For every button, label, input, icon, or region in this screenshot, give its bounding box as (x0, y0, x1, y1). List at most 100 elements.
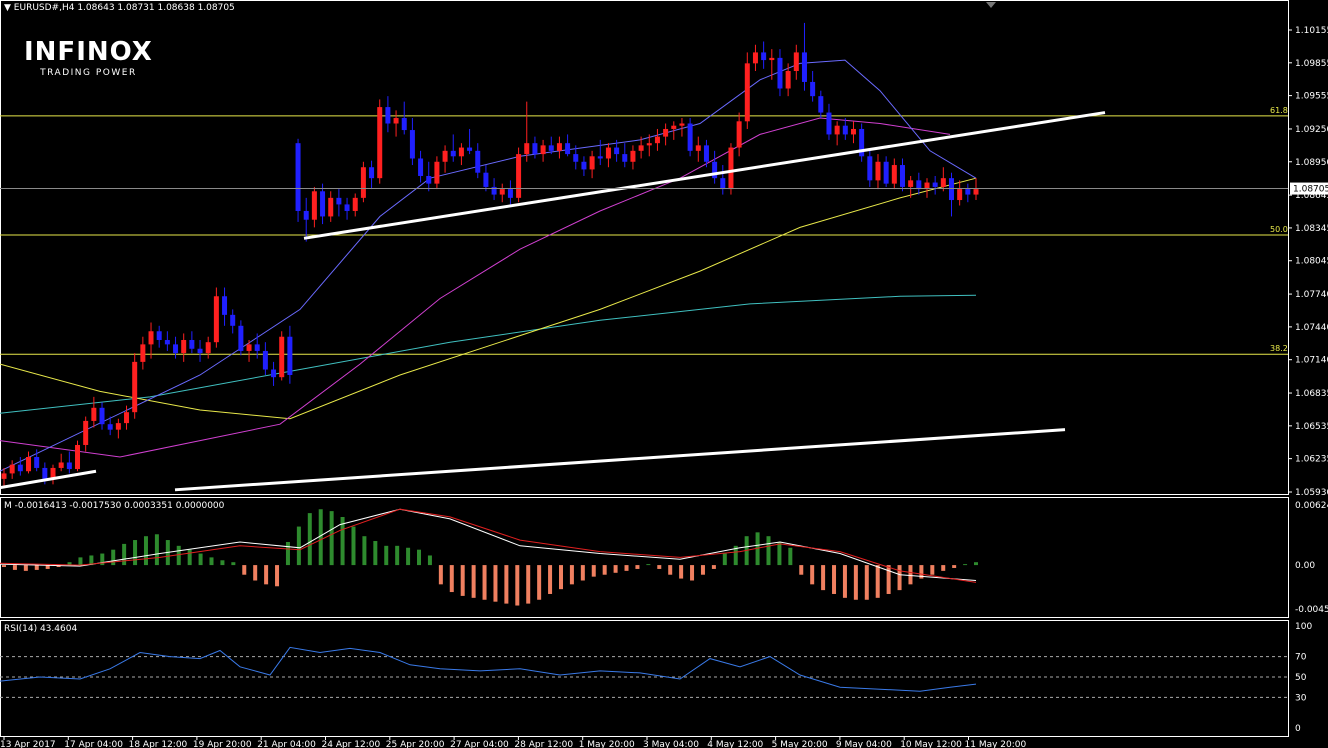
dropdown-triangle-icon[interactable]: ▼ (4, 3, 11, 13)
moving-average-ma-slow (0, 177, 977, 420)
candle-body (842, 125, 848, 135)
candle-body (320, 191, 326, 217)
candle (50, 464, 56, 485)
chart-header: ▼ EURUSD#,H4 1.08643 1.08731 1.08638 1.0… (4, 3, 235, 13)
candle-body (222, 296, 228, 315)
candle-body (614, 147, 620, 155)
candle (801, 22, 807, 91)
rsi-axis-label: 50 (1295, 673, 1307, 683)
candle (834, 121, 840, 146)
candle (107, 416, 113, 436)
candle-body (418, 158, 424, 176)
candle-body (66, 462, 72, 470)
candle-body (197, 348, 203, 354)
candle (948, 172, 954, 217)
candle (409, 118, 415, 166)
candle (205, 336, 211, 359)
candle (197, 340, 203, 362)
candle (573, 145, 579, 170)
candle-body (891, 165, 897, 184)
price-tick-label: 1.06535 (1295, 422, 1328, 432)
candle (556, 136, 562, 159)
candle (66, 451, 72, 474)
candle (810, 71, 816, 102)
candle (712, 150, 718, 184)
shift-marker-icon[interactable] (986, 2, 996, 8)
candle-body (124, 412, 130, 424)
rsi-axis-label: 100 (1295, 622, 1312, 632)
candle-body (328, 197, 334, 217)
candle-body (867, 156, 873, 181)
candle (548, 136, 554, 155)
candle (785, 63, 791, 97)
candle-body (426, 175, 432, 184)
candle-body (793, 52, 799, 72)
candle-body (401, 118, 407, 131)
moving-average-ma-mid (0, 117, 951, 458)
candle-body (761, 52, 767, 61)
time-tick-label: 11 May 20:00 (965, 740, 1027, 748)
candle-body (605, 147, 611, 159)
candle-body (883, 161, 889, 184)
rsi-line (0, 646, 977, 692)
candle-body (834, 125, 840, 135)
candle (9, 460, 15, 479)
candle-body (703, 145, 709, 162)
candle-body (916, 180, 922, 190)
price-tick-label: 1.07140 (1295, 356, 1328, 366)
candle (434, 156, 440, 190)
candle-body (818, 96, 824, 113)
candle (875, 154, 881, 190)
candle-body (75, 444, 81, 470)
candle (148, 322, 154, 359)
candle-body (565, 143, 571, 155)
candle-body (344, 204, 350, 211)
candle (115, 418, 121, 439)
candle (222, 287, 228, 326)
candle-body (499, 189, 505, 195)
candle (385, 96, 391, 133)
rsi-pane-border (0, 620, 1289, 737)
candle (164, 331, 170, 351)
candle (75, 440, 81, 472)
infinox-logo: INFINOX TRADING POWER (24, 38, 153, 78)
time-tick-label: 5 May 20:00 (772, 740, 828, 748)
candle (899, 158, 905, 192)
candle (450, 134, 456, 162)
candle (336, 189, 342, 217)
time-tick-label: 1 May 20:00 (579, 740, 635, 748)
price-tick-label: 1.08345 (1295, 224, 1328, 234)
candle-body (181, 340, 187, 354)
candle-body (908, 180, 914, 187)
candle-body (34, 457, 40, 468)
candle-body (164, 340, 170, 345)
candle (736, 112, 742, 157)
macd-axis-label: -0.00456 (1295, 605, 1328, 615)
candle (589, 150, 595, 179)
candle-body (630, 150, 636, 162)
candle-body (99, 407, 105, 425)
candle-body (932, 182, 938, 187)
candle-body (50, 467, 56, 479)
candle-body (246, 344, 252, 351)
symbol-timeframe: EURUSD#,H4 (13, 3, 75, 13)
candle-body (83, 420, 89, 445)
candle-body (287, 336, 293, 375)
candle (279, 331, 285, 381)
candle (475, 143, 481, 179)
time-tick-label: 19 Apr 20:00 (193, 740, 252, 748)
candle (646, 134, 652, 157)
candle-body (369, 167, 375, 179)
candle (442, 145, 448, 173)
candle (532, 136, 538, 159)
candle (744, 52, 750, 129)
price-tick-label: 1.07440 (1295, 323, 1328, 333)
price-tick-label: 1.06235 (1295, 455, 1328, 465)
candle (924, 178, 930, 198)
main-pane-border (0, 0, 1289, 495)
candle-body (752, 52, 758, 64)
candle-body (712, 161, 718, 179)
candle-body (393, 118, 399, 124)
candle (352, 193, 358, 217)
